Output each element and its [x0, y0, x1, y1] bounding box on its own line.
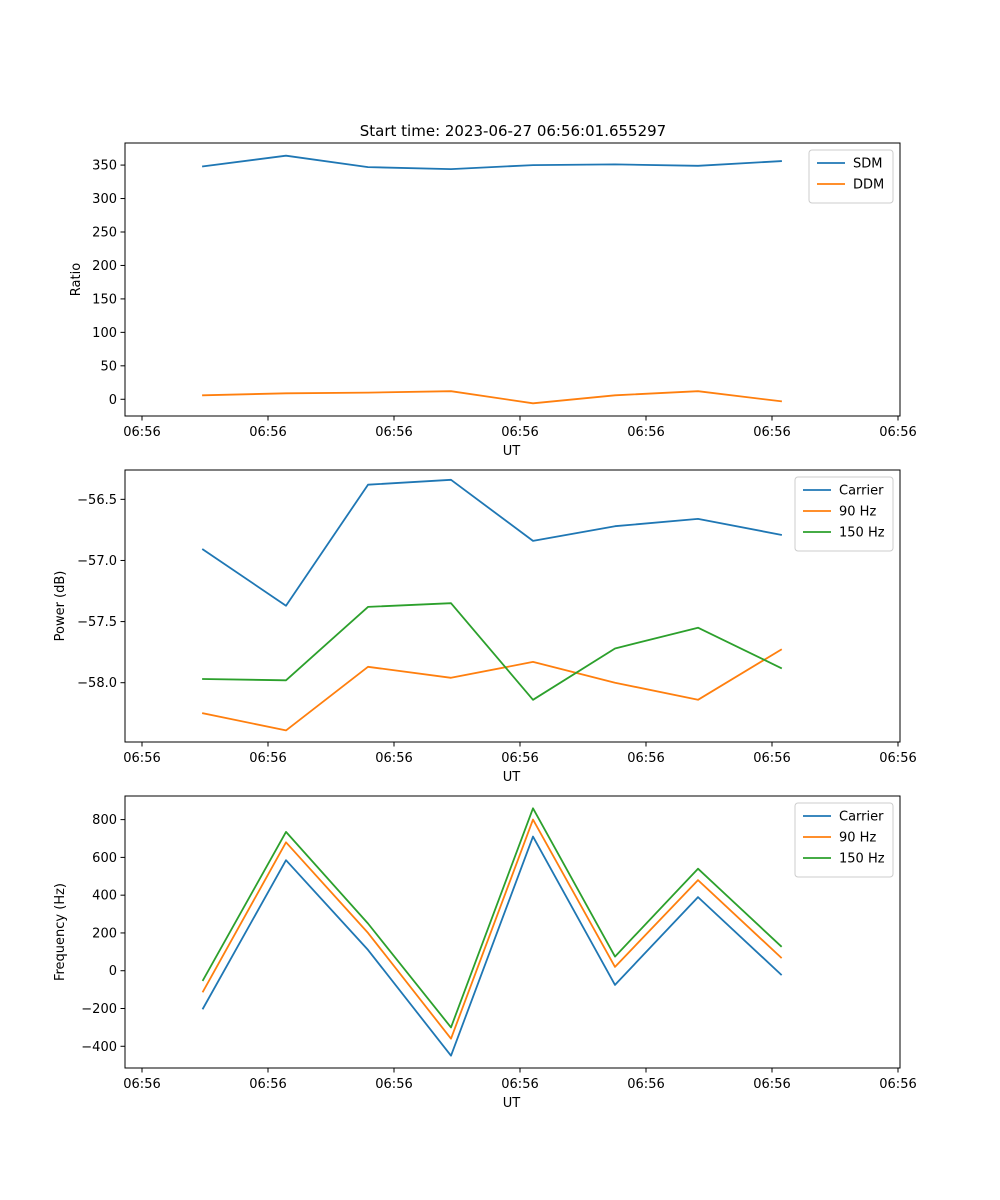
y-tick-label: −57.0: [77, 554, 117, 569]
x-tick-label: 06:56: [879, 1077, 916, 1092]
y-tick-label: 600: [92, 851, 117, 866]
legend: Carrier 90 Hz 150 Hz: [794, 476, 894, 552]
x-tick-label: 06:56: [375, 1077, 412, 1092]
y-tick-label: 200: [92, 926, 117, 941]
legend-entry: SDM: [853, 157, 882, 172]
x-tick-label: 06:56: [753, 1077, 790, 1092]
x-tick-label: 06:56: [123, 1077, 160, 1092]
y-tick-label: 50: [100, 359, 117, 374]
series-line-sdm: [201, 154, 782, 171]
legend-entry: DDM: [853, 178, 884, 193]
y-axis-label: Power (dB): [53, 571, 68, 642]
series-line-150-hz: [201, 807, 783, 1029]
y-tick-label: 200: [92, 259, 117, 274]
y-tick-label: −56.5: [77, 493, 117, 508]
x-tick-label: 06:56: [249, 1077, 286, 1092]
y-axis-label: Ratio: [69, 263, 84, 296]
y-tick-label: 350: [92, 159, 117, 174]
figure-title: Start time: 2023-06-27 06:56:01.655297: [360, 122, 666, 140]
subplot-3: 06:56 06:56 06:56 06:56 06:56 06:56 06:56 −400 −…: [53, 795, 917, 1111]
y-tick-label: 400: [92, 889, 117, 904]
y-tick-label: 0: [109, 393, 117, 408]
subplot-1: 06:56 06:56 06:56 06:56 06:56 06:56 06:56 0 50 10…: [69, 142, 917, 459]
legend-entry: 90 Hz: [839, 831, 876, 846]
legend-entry: Carrier: [839, 810, 884, 825]
x-tick-label: 06:56: [879, 425, 916, 440]
x-tick-label: 06:56: [249, 751, 286, 766]
x-tick-label: 06:56: [627, 1077, 664, 1092]
subplots: 06:56 06:56 06:56 06:56 06:56 06:56 06:56 0 50 10…: [53, 142, 917, 1111]
y-tick-label: 250: [92, 225, 117, 240]
x-tick-label: 06:56: [249, 425, 286, 440]
x-axis-label: UT: [503, 770, 521, 785]
x-tick-label: 06:56: [627, 751, 664, 766]
series-line-ddm: [202, 390, 783, 405]
legend: Carrier 90 Hz 150 Hz: [794, 802, 894, 878]
subplot-2: 06:56 06:56 06:56 06:56 06:56 06:56 06:56 −58.0…: [53, 469, 917, 785]
x-tick-label: 06:56: [753, 751, 790, 766]
y-tick-label: 0: [109, 964, 117, 979]
axes-frame: [124, 795, 901, 1069]
legend-entry: 150 Hz: [839, 526, 885, 541]
series-line-150-hz: [202, 602, 783, 701]
x-tick-label: 06:56: [123, 425, 160, 440]
legend-entry: 150 Hz: [839, 852, 885, 867]
y-tick-label: −57.5: [77, 615, 117, 630]
x-tick-label: 06:56: [375, 751, 412, 766]
y-tick-label: 800: [92, 813, 117, 828]
y-tick-label: −400: [81, 1040, 117, 1055]
x-tick-label: 06:56: [375, 425, 412, 440]
x-axis-label: UT: [503, 444, 521, 459]
legend-entry: Carrier: [839, 484, 884, 499]
series-line-carrier: [201, 835, 783, 1057]
x-tick-label: 06:56: [501, 425, 538, 440]
x-tick-label: 06:56: [501, 751, 538, 766]
y-tick-label: 150: [92, 292, 117, 307]
y-tick-label: 300: [92, 192, 117, 207]
axes-frame: [124, 469, 901, 743]
y-tick-label: −200: [81, 1002, 117, 1017]
y-tick-label: −58.0: [77, 676, 117, 691]
x-tick-label: 06:56: [879, 751, 916, 766]
x-tick-label: 06:56: [123, 751, 160, 766]
x-axis-label: UT: [503, 1096, 521, 1111]
x-tick-label: 06:56: [753, 425, 790, 440]
axes-frame: [124, 142, 901, 417]
series-line-carrier: [201, 478, 783, 607]
series-line-90-hz: [201, 648, 783, 732]
legend: SDM DDM: [808, 149, 894, 204]
x-tick-label: 06:56: [627, 425, 664, 440]
series-line-90-hz: [201, 818, 783, 1040]
x-tick-label: 06:56: [501, 1077, 538, 1092]
y-axis-label: Frequency (Hz): [53, 883, 68, 981]
y-tick-label: 100: [92, 326, 117, 341]
legend-entry: 90 Hz: [839, 505, 876, 520]
